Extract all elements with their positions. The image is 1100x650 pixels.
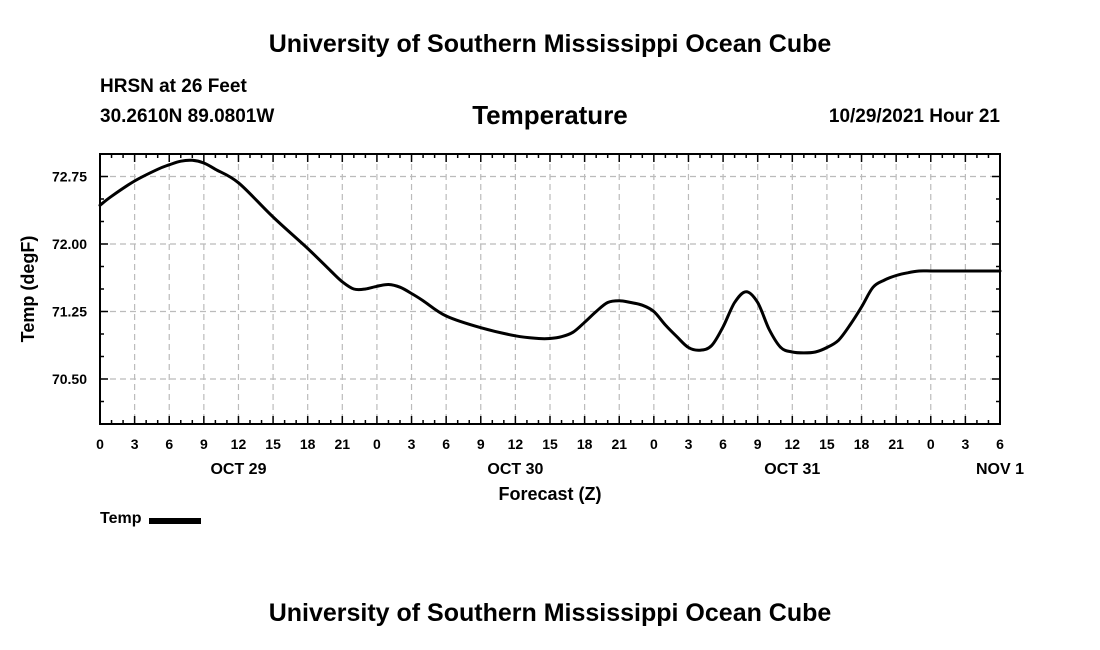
x-tick-label: 9 — [754, 436, 762, 452]
x-tick-label: 3 — [408, 436, 416, 452]
footer-title: University of Southern Mississippi Ocean… — [268, 599, 832, 627]
x-tick-label: 18 — [300, 436, 316, 452]
legend-label-temp: Temp — [100, 510, 142, 527]
x-tick-label: 21 — [888, 436, 904, 452]
x-tick-label: 15 — [819, 436, 835, 452]
legend-swatch-temp — [149, 517, 202, 524]
x-tick-label: 12 — [785, 436, 801, 452]
x-tick-label: 6 — [719, 436, 727, 452]
station-coordinates: 30.2610N 89.0801W — [100, 106, 275, 127]
x-tick-label: 18 — [577, 436, 593, 452]
x-tick-label: 6 — [442, 436, 450, 452]
x-tick-label: 12 — [231, 436, 247, 452]
x-date-label: OCT 30 — [487, 461, 543, 478]
x-tick-label: 3 — [685, 436, 693, 452]
x-tick-label: 15 — [542, 436, 558, 452]
x-axis-label: Forecast (Z) — [498, 484, 601, 504]
x-tick-label: 15 — [265, 436, 281, 452]
series-line-temp — [98, 158, 1002, 355]
x-date-label: NOV 1 — [976, 461, 1024, 478]
x-tick-label: 0 — [927, 436, 935, 452]
x-tick-label: 9 — [477, 436, 485, 452]
y-axis-label: Temp (degF) — [18, 236, 38, 343]
chart-legend: Temp — [100, 510, 202, 528]
page-title: University of Southern Mississippi Ocean… — [268, 30, 832, 58]
x-date-label: OCT 31 — [764, 461, 820, 478]
x-tick-label: 12 — [508, 436, 524, 452]
x-tick-label: 3 — [131, 436, 139, 452]
x-tick-label: 6 — [165, 436, 173, 452]
y-tick-label: 72.00 — [52, 236, 87, 252]
x-tick-label: 18 — [854, 436, 870, 452]
x-tick-label: 0 — [650, 436, 658, 452]
y-tick-label: 71.25 — [52, 304, 87, 320]
x-tick-label: 6 — [996, 436, 1004, 452]
chart-title: Temperature — [472, 100, 628, 130]
x-tick-label: 21 — [335, 436, 351, 452]
x-tick-label: 0 — [373, 436, 381, 452]
y-tick-label: 72.75 — [52, 169, 87, 185]
x-date-label: OCT 29 — [210, 461, 266, 478]
x-tick-label: 21 — [611, 436, 627, 452]
x-tick-label: 3 — [961, 436, 969, 452]
forecast-timestamp: 10/29/2021 Hour 21 — [828, 106, 1000, 127]
x-tick-label: 9 — [200, 436, 208, 452]
y-tick-label: 70.50 — [52, 371, 87, 387]
x-tick-label: 0 — [96, 436, 104, 452]
station-label: HRSN at 26 Feet — [100, 76, 247, 97]
